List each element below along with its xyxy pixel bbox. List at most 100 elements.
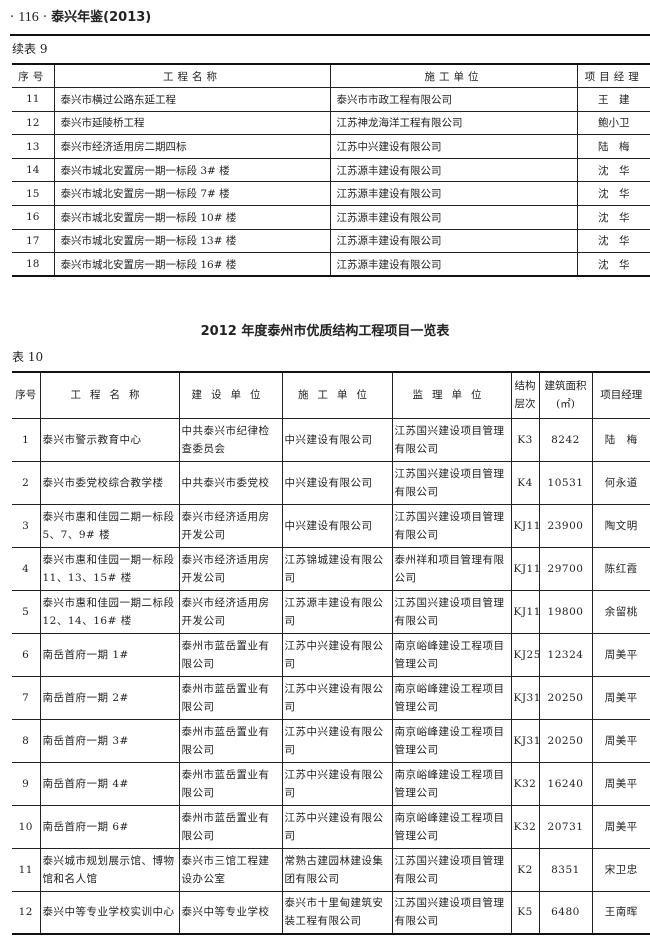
table-cell: KJ11 — [510, 546, 540, 591]
table-cell: 江苏国兴建设项目管理有限公司 — [391, 460, 512, 505]
table-cell: 周美平 — [591, 632, 650, 677]
column-header: 结构层次 — [510, 371, 540, 419]
table-cell: 20731 — [538, 804, 593, 849]
table-cell: 南岳首府一期 3# — [39, 718, 180, 763]
table-row: 5 泰兴市惠和佳园一期二标段 12、14、16# 楼泰兴市经济适用房开发公司 江苏源… — [12, 589, 650, 634]
table-cell: 泰州市蓝岳置业有限公司 — [178, 675, 283, 720]
table-cell: 江苏神龙海洋工程有限公司 — [329, 110, 578, 136]
page-number: 116 — [18, 10, 39, 25]
table-cell: 泰兴市惠和佳园一期一标段 11、13、15# 楼 — [39, 546, 180, 591]
table-cell: 泰州市蓝岳置业有限公司 — [178, 718, 283, 763]
table-cell: 陆 梅 — [591, 417, 650, 462]
table-cell: 江苏源丰建设有限公司 — [329, 181, 578, 207]
column-header: 序号 — [12, 63, 55, 89]
table-cell: 王南晖 — [591, 890, 650, 935]
header-rule — [10, 34, 650, 36]
table-cell: 泰州祥和项目管理有限公司 — [391, 546, 512, 591]
table-cell: K32 — [510, 761, 540, 806]
table-row: 18 泰兴市城北安置房一期一标段 16# 楼江苏源丰建设有限公司沈 华 — [12, 252, 650, 277]
table-cell: 12324 — [538, 632, 593, 677]
table-cell: 泰兴市经济适用房开发公司 — [178, 589, 283, 634]
table-cell: 9 — [12, 761, 41, 806]
table-cell: 20250 — [538, 718, 593, 763]
table-cell: 泰兴城市规划展示馆、博物馆和名人馆 — [39, 847, 180, 892]
table-cell: 泰兴市惠和佳园一期二标段 12、14、16# 楼 — [39, 589, 180, 634]
column-header: 建设单位 — [178, 371, 283, 419]
table-cell: 江苏国兴建设项目管理有限公司 — [391, 890, 512, 935]
table-cell: K3 — [510, 417, 540, 462]
table10-caption: 表 10 — [12, 350, 44, 364]
table-cell: 11 — [12, 87, 55, 112]
table-cell: 8 — [12, 718, 41, 763]
table-cell: 鲍小卫 — [576, 110, 650, 136]
table-cell: 江苏源丰建设有限公司 — [329, 228, 578, 254]
table-cell: 5 — [12, 589, 41, 634]
table-cell: 宋卫忠 — [591, 847, 650, 892]
table-row: 11 泰兴市横过公路东延工程 泰兴市市政工程有限公司王 建 — [12, 87, 650, 112]
table-cell: 江苏锦城建设有限公司 — [281, 546, 393, 591]
table-cell: 18 — [12, 252, 55, 277]
table-cell: 中共泰兴市委党校 — [178, 460, 283, 505]
table-row: 11 泰兴城市规划展示馆、博物馆和名人馆 泰兴市三馆工程建设办公室 常熟古建园林建设集… — [12, 847, 650, 892]
table-cell: 陈红霞 — [591, 546, 650, 591]
table-cell: 泰兴中等专业学校 — [178, 890, 283, 935]
table-cell: 中兴建设有限公司 — [281, 503, 393, 548]
table-cell: 7 — [12, 675, 41, 720]
table-cell: 何永道 — [591, 460, 650, 505]
table-cell: 沈 华 — [576, 228, 650, 254]
table-row: 16 泰兴市城北安置房一期一标段 10# 楼江苏源丰建设有限公司沈 华 — [12, 205, 650, 230]
table-cell: KJ31 — [510, 718, 540, 763]
table-cell: 沈 华 — [576, 252, 650, 277]
table-cell: 17 — [12, 228, 55, 254]
table-cell: 泰兴市延陵桥工程 — [53, 110, 331, 136]
table-cell: 16240 — [538, 761, 593, 806]
table-row: 8 南岳首府一期 3# 泰州市蓝岳置业有限公司 江苏中兴建设有限公司 南京峪峰建设工程项… — [12, 718, 650, 763]
table-cell: 泰兴市警示教育中心 — [39, 417, 180, 462]
table-cell: 周美平 — [591, 804, 650, 849]
table-cell: 江苏中兴建设有限公司 — [281, 804, 393, 849]
table-cell: 江苏中兴建设有限公司 — [281, 675, 393, 720]
table9: 序号 工程名称 施工单位 项目经理 11 泰兴市横过公路东延工程 泰兴市市政工程有限公司王 … — [12, 63, 650, 278]
table-cell: 南岳首府一期 6# — [39, 804, 180, 849]
table-cell: 南岳首府一期 1# — [39, 632, 180, 677]
table-row: 14 泰兴市城北安置房一期一标段 3# 楼江苏源丰建设有限公司沈 华 — [12, 157, 650, 183]
table-cell: 泰州市蓝岳置业有限公司 — [178, 632, 283, 677]
column-header: 施工单位 — [281, 371, 393, 419]
table-cell: 王 建 — [576, 87, 650, 112]
table-cell: 泰兴中等专业学校实训中心 — [39, 890, 180, 935]
table-cell: 周美平 — [591, 675, 650, 720]
column-header: 工程名称 — [53, 63, 331, 89]
table-cell: 沈 华 — [576, 205, 650, 230]
table-row: 15 泰兴市城北安置房一期一标段 7# 楼江苏源丰建设有限公司沈 华 — [12, 181, 650, 207]
table-cell: 江苏源丰建设有限公司 — [329, 157, 578, 183]
table-cell: 常熟古建园林建设集团有限公司 — [281, 847, 393, 892]
table-cell: 南京峪峰建设工程项目管理公司 — [391, 804, 512, 849]
table-row: 12 泰兴中等专业学校实训中心 泰兴中等专业学校 泰兴市十里甸建筑安装工程有限公司 江苏… — [12, 890, 650, 935]
table-row: 2 泰兴市委党校综合教学楼 中共泰兴市委党校 中兴建设有限公司 江苏国兴建设项目管理有限… — [12, 460, 650, 505]
table-row: 17 泰兴市城北安置房一期一标段 13# 楼江苏源丰建设有限公司沈 华 — [12, 228, 650, 254]
table-cell: 江苏源丰建设有限公司 — [281, 589, 393, 634]
table-row: 6 南岳首府一期 1# 泰州市蓝岳置业有限公司 江苏中兴建设有限公司 南京峪峰建设工程项… — [12, 632, 650, 677]
table-cell: 6480 — [538, 890, 593, 935]
table-row: 4 泰兴市惠和佳园一期一标段 11、13、15# 楼泰兴市经济适用房开发公司 江苏锦… — [12, 546, 650, 591]
table-cell: 泰兴市市政工程有限公司 — [329, 87, 578, 112]
table-row: 12 泰兴市延陵桥工程 江苏神龙海洋工程有限公司 鲍小卫 — [12, 110, 650, 136]
table-cell: 泰州市蓝岳置业有限公司 — [178, 761, 283, 806]
table-cell: 江苏中兴建设有限公司 — [281, 632, 393, 677]
table-cell: 江苏国兴建设项目管理有限公司 — [391, 847, 512, 892]
table-cell: 泰兴市经济适用房开发公司 — [178, 503, 283, 548]
table-cell: 泰兴市横过公路东延工程 — [53, 87, 331, 112]
table-cell: 江苏国兴建设项目管理有限公司 — [391, 503, 512, 548]
table-cell: 中兴建设有限公司 — [281, 417, 393, 462]
table-row: 10 南岳首府一期 6# 泰州市蓝岳置业有限公司 江苏中兴建设有限公司 南京峪峰建设工程… — [12, 804, 650, 849]
table-cell: 泰兴市委党校综合教学楼 — [39, 460, 180, 505]
table-cell: 14 — [12, 157, 55, 183]
table-cell: 29700 — [538, 546, 593, 591]
table-cell: 13 — [12, 134, 55, 159]
table-cell: 江苏中兴建设有限公司 — [329, 134, 578, 159]
table-cell: 23900 — [538, 503, 593, 548]
table-cell: KJ31 — [510, 675, 540, 720]
table-cell: 沈 华 — [576, 157, 650, 183]
table-cell: 2 — [12, 460, 41, 505]
column-header: 项目经理 — [591, 371, 650, 419]
